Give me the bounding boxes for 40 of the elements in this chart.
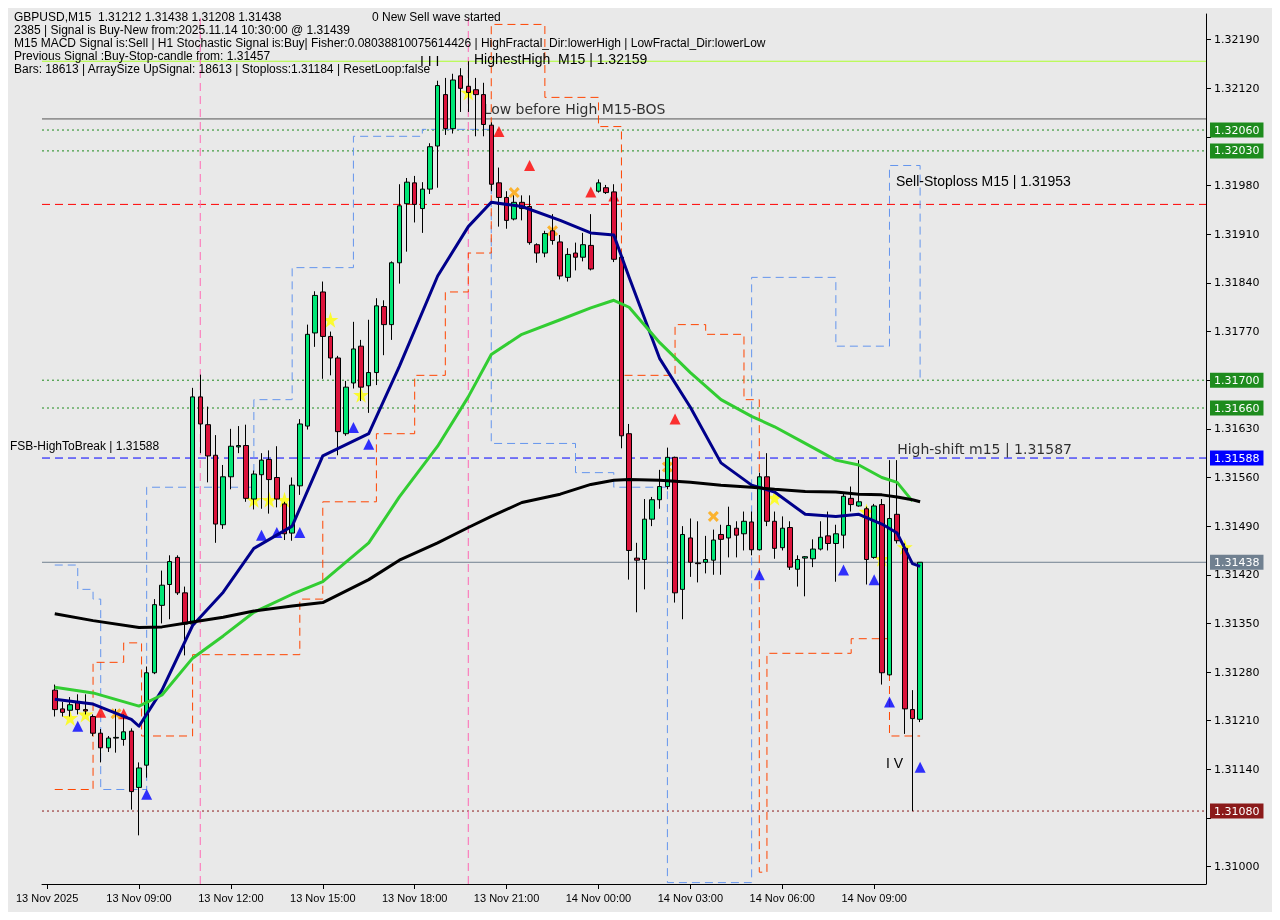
y-tick-label: 1.31350	[1214, 616, 1260, 630]
annotation: I V	[886, 755, 904, 771]
x-tick-label: 13 Nov 12:00	[198, 891, 264, 904]
x-tick-label: 14 Nov 06:00	[749, 891, 815, 904]
ref-line-label: 1.32030	[1214, 144, 1260, 158]
x-tick-label: 13 Nov 18:00	[381, 891, 448, 904]
annotation: Previous Signal :Buy-Stop-candle from: 1.31457	[14, 49, 271, 63]
annotation: 2385 | Signal is Buy-New from:2025.11.14 10:30:00 @ 1.31439	[14, 23, 351, 37]
y-tick-label: 1.31980	[1214, 179, 1260, 193]
y-tick-label: 1.31210	[1214, 714, 1260, 728]
y-tick-label: 1.31560	[1214, 470, 1260, 484]
x-tick-label: 13 Nov 21:00	[473, 891, 540, 904]
ref-line-label: 1.31438	[1214, 555, 1260, 569]
ref-line-label: 1.32060	[1214, 123, 1260, 137]
annotation: 0 New Sell wave started	[372, 10, 501, 24]
y-tick-label: 1.31910	[1214, 227, 1260, 241]
y-tick-label: 1.31420	[1214, 568, 1260, 582]
y-tick-label: 1.31000	[1214, 860, 1260, 874]
y-tick-label: 1.31490	[1214, 519, 1260, 533]
annotation: GBPUSD,M15 1.31212 1.31438 1.31208 1.31438	[14, 10, 282, 24]
annotation: Sell-Stoploss M15 | 1.31953	[896, 173, 1072, 189]
annotation: FSB-HighToBreak | 1.31588	[10, 439, 160, 453]
ref-line-label: 1.31588	[1214, 451, 1260, 465]
y-tick-label: 1.31630	[1214, 422, 1260, 436]
x-tick-label: 13 Nov 2025	[15, 891, 79, 904]
y-tick-label: 1.32120	[1214, 81, 1260, 95]
y-tick-label: 1.31770	[1214, 325, 1260, 339]
y-tick-label: 1.32190	[1214, 33, 1260, 47]
x-tick-label: 13 Nov 09:00	[106, 891, 172, 904]
ref-line-label: 1.31660	[1214, 401, 1260, 415]
ref-line-label: 1.31080	[1214, 804, 1260, 818]
x-tick-label: 14 Nov 03:00	[657, 891, 724, 904]
ref-line-label: 1.31700	[1214, 373, 1260, 387]
x-tick-label: 14 Nov 00:00	[565, 891, 632, 904]
y-tick-label: 1.31280	[1214, 665, 1260, 679]
x-tick-label: 13 Nov 15:00	[290, 891, 356, 904]
x-tick-label: 14 Nov 09:00	[841, 891, 907, 904]
y-tick-label: 1.31140	[1214, 762, 1260, 776]
y-tick-label: 1.31840	[1214, 276, 1260, 290]
annotation: High-shift m15 | 1.31587	[897, 440, 1073, 458]
